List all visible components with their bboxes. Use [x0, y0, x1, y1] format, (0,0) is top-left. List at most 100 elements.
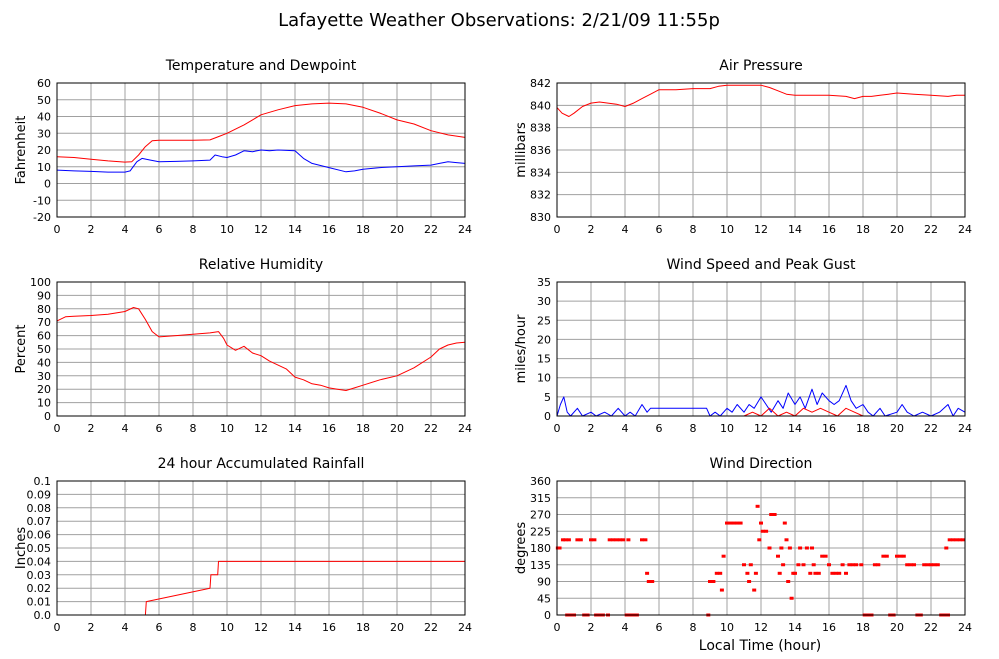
y-tick-label: 0: [44, 410, 51, 423]
y-tick-label: 0.01: [27, 596, 52, 609]
chart-title: Air Pressure: [719, 58, 802, 74]
x-tick-label: 0: [54, 223, 61, 236]
scatter-point: [747, 580, 752, 583]
scatter-point: [757, 538, 762, 542]
scatter-point: [589, 538, 593, 542]
x-tick-label: 18: [356, 621, 370, 634]
scatter-point: [957, 538, 962, 542]
plot-frame: [56, 480, 466, 616]
scatter-point: [804, 546, 809, 550]
x-tick-label: 8: [190, 621, 197, 634]
x-tick-label: 12: [254, 422, 268, 435]
x-tick-label: 24: [458, 621, 472, 634]
scatter-point: [925, 563, 930, 567]
x-tick-label: 24: [958, 223, 972, 236]
y-tick-label: 0.04: [27, 555, 52, 568]
x-tick-label: 12: [254, 223, 268, 236]
y-tick-label: 840: [530, 99, 551, 112]
x-tick-label: 10: [220, 223, 234, 236]
y-tick-label: 834: [530, 166, 551, 179]
x-tick-label: 16: [322, 422, 336, 435]
scatter-point: [811, 563, 816, 567]
scatter-point: [830, 571, 835, 575]
scatter-point: [640, 538, 644, 542]
x-tick-label: 0: [554, 223, 561, 236]
scatter-point: [789, 596, 794, 600]
x-tick-label: 8: [190, 422, 197, 435]
x-tick-label: 16: [822, 621, 836, 634]
plot-frame: [556, 281, 966, 417]
x-tick-label: 8: [690, 223, 697, 236]
scatter-point: [621, 538, 626, 542]
bottom-xlabel: Local Time (hour): [699, 638, 821, 654]
plot-frame: [556, 82, 966, 218]
chart-title: Temperature and Dewpoint: [165, 58, 357, 74]
scatter-point: [932, 563, 937, 567]
y-tick-label: 50: [37, 343, 51, 356]
scatter-point: [912, 563, 916, 567]
x-tick-label: 14: [788, 621, 802, 634]
x-tick-label: 2: [88, 621, 95, 634]
x-tick-label: 16: [322, 621, 336, 634]
series-line-0: [56, 307, 466, 391]
scatter-point: [787, 546, 792, 550]
chart-title: 24 hour Accumulated Rainfall: [158, 456, 365, 472]
scatter-point: [884, 554, 889, 558]
x-tick-label: 0: [554, 422, 561, 435]
scatter-point: [711, 580, 716, 583]
chart-title: Wind Direction: [710, 456, 813, 472]
x-tick-label: 20: [390, 223, 404, 236]
scatter-point: [772, 513, 777, 516]
scatter-point: [872, 563, 877, 567]
y-tick-label: 10: [37, 397, 51, 410]
x-tick-label: 20: [890, 621, 904, 634]
scatter-point: [901, 554, 906, 558]
y-tick-label: 30: [37, 127, 51, 140]
x-tick-label: 6: [656, 621, 663, 634]
scatter-point: [721, 554, 726, 558]
scatter-point: [808, 571, 813, 575]
y-tick-label: 90: [537, 576, 551, 589]
x-tick-label: 4: [622, 422, 629, 435]
scatter-point: [781, 563, 786, 567]
x-tick-label: 24: [458, 223, 472, 236]
scatter-point: [708, 580, 712, 583]
x-tick-label: 14: [788, 223, 802, 236]
y-tick-label: -10: [33, 194, 51, 207]
x-tick-label: 14: [788, 422, 802, 435]
scatter-point: [833, 571, 838, 575]
scatter-point: [560, 538, 565, 542]
y-tick-label: 10: [537, 372, 551, 385]
scatter-point: [748, 563, 753, 567]
plot-frame: [56, 82, 466, 218]
scatter-point: [820, 554, 825, 558]
x-tick-label: 2: [88, 422, 95, 435]
scatter-point: [816, 571, 821, 575]
x-tick-label: 16: [822, 223, 836, 236]
scatter-point: [592, 538, 597, 542]
scatter-point: [813, 571, 818, 575]
x-tick-label: 12: [754, 621, 768, 634]
series-line-1: [56, 149, 466, 173]
scatter-point: [738, 521, 743, 525]
y-tick-label: 40: [37, 356, 51, 369]
series-line-0: [556, 84, 965, 117]
scatter-point: [575, 538, 580, 542]
y-tick-label: 0.1: [34, 475, 52, 488]
scatter-point: [776, 554, 780, 558]
scatter-point: [650, 580, 655, 583]
y-tick-label: 20: [37, 383, 51, 396]
x-tick-label: 14: [288, 621, 302, 634]
chart-wind_dir: 0 2 4 6 8 10 12 14 16 18 20 22 240459013518022527031…: [514, 456, 972, 634]
scatter-point: [961, 538, 966, 542]
x-tick-label: 2: [88, 223, 95, 236]
y-tick-label: 20: [537, 333, 551, 346]
x-tick-label: 16: [822, 422, 836, 435]
scatter-point: [769, 513, 774, 516]
y-tick-label: 836: [530, 144, 551, 157]
scatter-point: [844, 571, 848, 575]
scatter-point: [944, 546, 949, 550]
x-tick-label: 0: [554, 621, 561, 634]
scatter-point: [566, 538, 571, 542]
